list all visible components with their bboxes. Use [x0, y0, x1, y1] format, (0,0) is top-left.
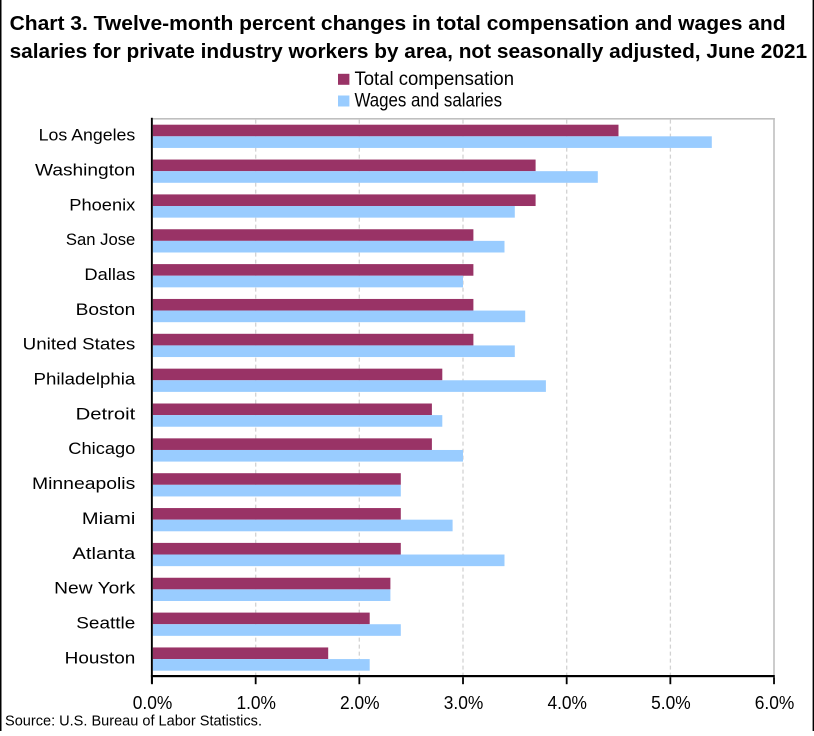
svg-text:6.0%: 6.0% [755, 693, 795, 713]
svg-text:Washington: Washington [35, 160, 135, 179]
svg-text:salaries for private industry: salaries for private industry workers by… [10, 41, 808, 63]
svg-text:Los Angeles: Los Angeles [39, 126, 136, 145]
svg-text:United States: United States [23, 335, 136, 354]
svg-text:Phoenix: Phoenix [69, 195, 136, 214]
svg-text:San Jose: San Jose [66, 230, 135, 249]
svg-text:0.0%: 0.0% [133, 693, 173, 713]
svg-text:Houston: Houston [65, 648, 136, 667]
svg-text:1.0%: 1.0% [236, 693, 276, 713]
svg-text:Seattle: Seattle [76, 614, 135, 633]
svg-text:Total compensation: Total compensation [355, 68, 515, 90]
svg-text:2.0%: 2.0% [340, 693, 380, 713]
svg-text:Boston: Boston [76, 300, 136, 319]
svg-text:New York: New York [54, 579, 136, 598]
svg-text:Source: U.S. Bureau of Labor S: Source: U.S. Bureau of Labor Statistics. [5, 712, 262, 729]
svg-text:Atlanta: Atlanta [72, 544, 136, 563]
svg-text:Wages and salaries: Wages and salaries [355, 90, 503, 112]
svg-text:Chicago: Chicago [68, 439, 135, 458]
svg-text:Minneapolis: Minneapolis [32, 474, 135, 493]
svg-text:Detroit: Detroit [76, 404, 136, 423]
svg-text:5.0%: 5.0% [651, 693, 691, 713]
svg-text:Philadelphia: Philadelphia [34, 370, 136, 389]
svg-text:Chart 3. Twelve-month percent: Chart 3. Twelve-month percent changes in… [10, 13, 786, 35]
svg-text:3.0%: 3.0% [444, 693, 484, 713]
svg-text:Miami: Miami [82, 509, 135, 528]
svg-text:4.0%: 4.0% [547, 693, 587, 713]
svg-text:Dallas: Dallas [84, 265, 135, 284]
